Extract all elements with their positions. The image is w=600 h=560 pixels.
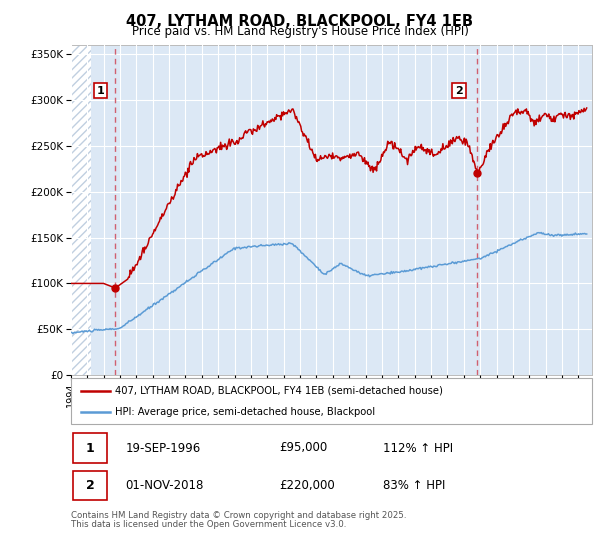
Text: 2: 2 xyxy=(455,86,463,96)
Text: Contains HM Land Registry data © Crown copyright and database right 2025.: Contains HM Land Registry data © Crown c… xyxy=(71,511,406,520)
Text: 407, LYTHAM ROAD, BLACKPOOL, FY4 1EB (semi-detached house): 407, LYTHAM ROAD, BLACKPOOL, FY4 1EB (se… xyxy=(115,386,443,396)
Text: HPI: Average price, semi-detached house, Blackpool: HPI: Average price, semi-detached house,… xyxy=(115,408,375,417)
Text: This data is licensed under the Open Government Licence v3.0.: This data is licensed under the Open Gov… xyxy=(71,520,346,529)
FancyBboxPatch shape xyxy=(73,471,107,500)
Text: Price paid vs. HM Land Registry's House Price Index (HPI): Price paid vs. HM Land Registry's House … xyxy=(131,25,469,38)
Text: £220,000: £220,000 xyxy=(279,479,335,492)
Text: 01-NOV-2018: 01-NOV-2018 xyxy=(125,479,204,492)
Text: 1: 1 xyxy=(86,441,95,455)
Text: 407, LYTHAM ROAD, BLACKPOOL, FY4 1EB: 407, LYTHAM ROAD, BLACKPOOL, FY4 1EB xyxy=(127,14,473,29)
Text: 83% ↑ HPI: 83% ↑ HPI xyxy=(383,479,446,492)
Text: 112% ↑ HPI: 112% ↑ HPI xyxy=(383,441,454,455)
Bar xyxy=(71,45,91,375)
FancyBboxPatch shape xyxy=(73,433,107,463)
Text: 19-SEP-1996: 19-SEP-1996 xyxy=(125,441,201,455)
FancyBboxPatch shape xyxy=(71,378,592,424)
Text: 1: 1 xyxy=(97,86,104,96)
Text: £95,000: £95,000 xyxy=(279,441,328,455)
Text: 2: 2 xyxy=(86,479,95,492)
